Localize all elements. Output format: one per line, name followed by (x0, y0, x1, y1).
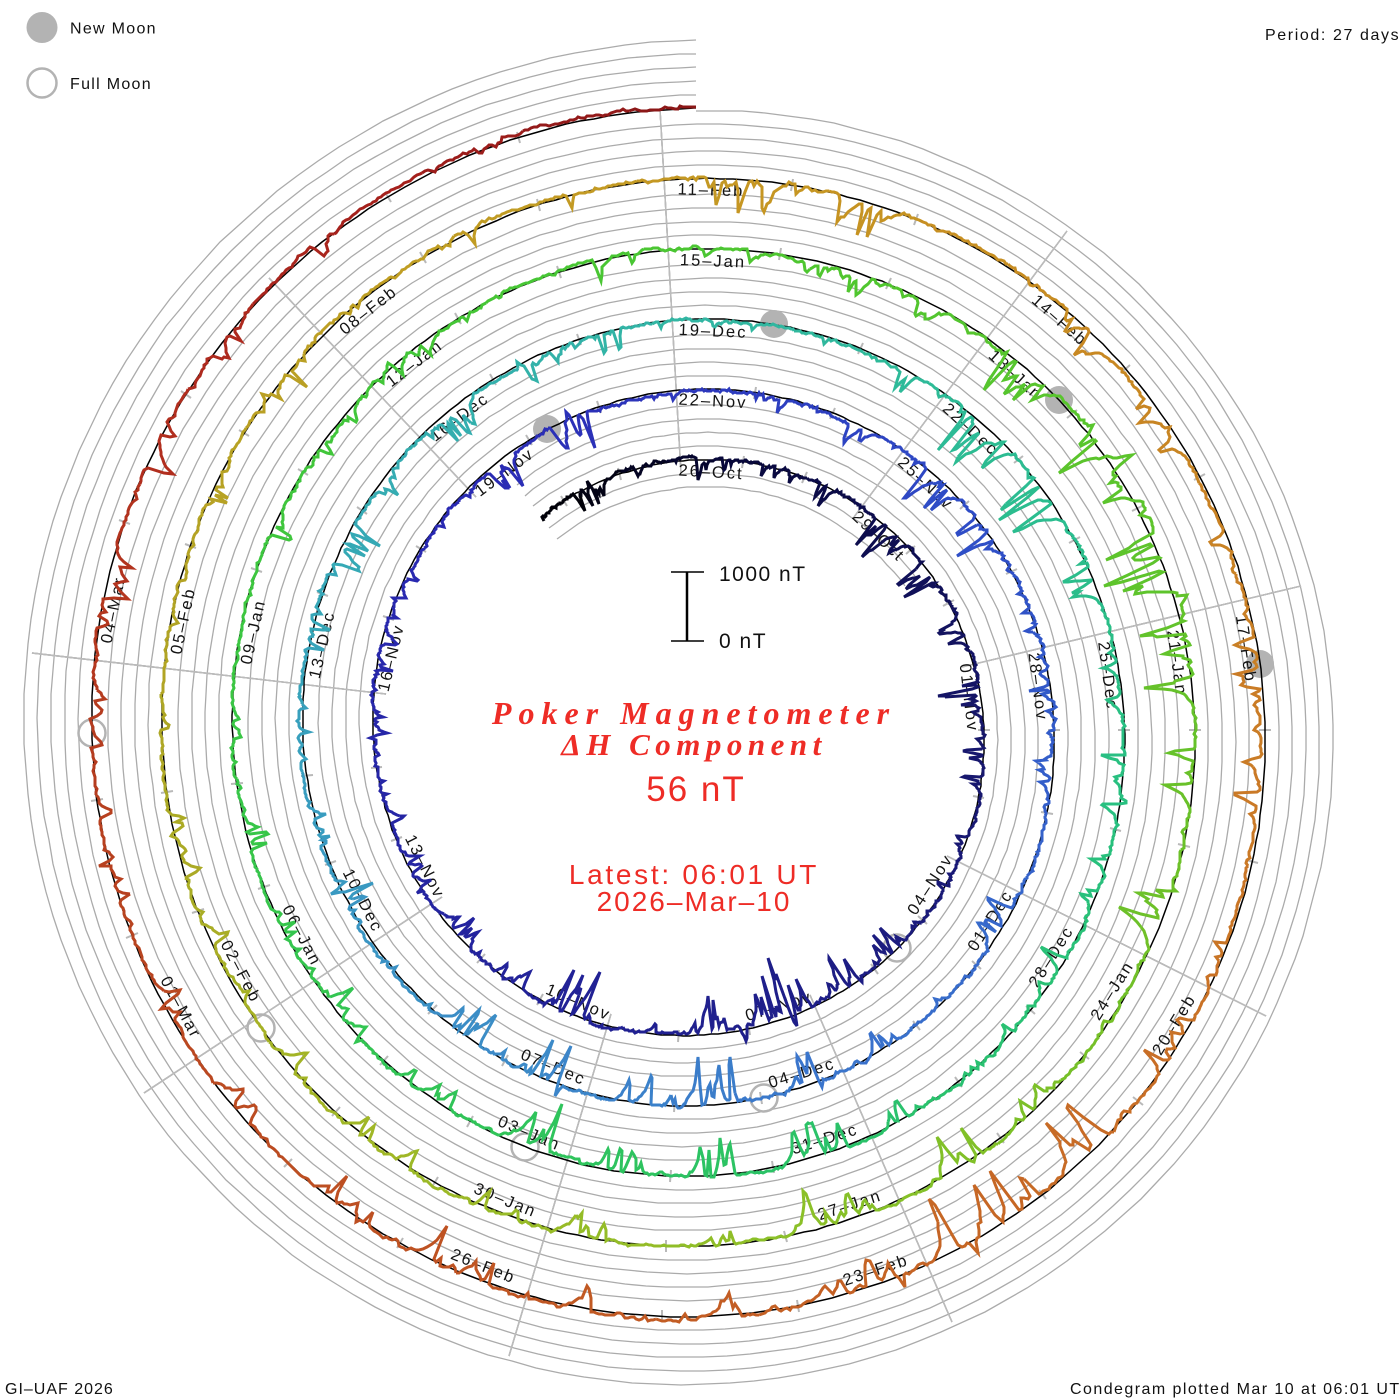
svg-text:ΔH Component: ΔH Component (559, 727, 826, 762)
svg-text:Period: 27 days: Period: 27 days (1265, 27, 1400, 44)
svg-text:22–Nov: 22–Nov (678, 391, 748, 412)
svg-text:0 nT: 0 nT (719, 630, 767, 653)
svg-text:Poker Magnetometer: Poker Magnetometer (491, 695, 896, 731)
svg-text:Condegram plotted Mar 10 at 06: Condegram plotted Mar 10 at 06:01 UT (1070, 1381, 1400, 1398)
svg-text:Latest: 06:01 UT: Latest: 06:01 UT (569, 859, 819, 890)
svg-text:New Moon: New Moon (70, 21, 157, 38)
svg-text:2026–Mar–10: 2026–Mar–10 (597, 886, 792, 917)
svg-text:1000 nT: 1000 nT (719, 563, 807, 586)
svg-text:19–Dec: 19–Dec (678, 321, 748, 342)
svg-text:15–Jan: 15–Jan (680, 251, 747, 271)
svg-text:Full Moon: Full Moon (70, 76, 152, 93)
svg-text:GI–UAF 2026: GI–UAF 2026 (5, 1381, 114, 1398)
svg-text:56 nT: 56 nT (646, 770, 746, 809)
svg-text:26–Oct: 26–Oct (678, 461, 744, 483)
